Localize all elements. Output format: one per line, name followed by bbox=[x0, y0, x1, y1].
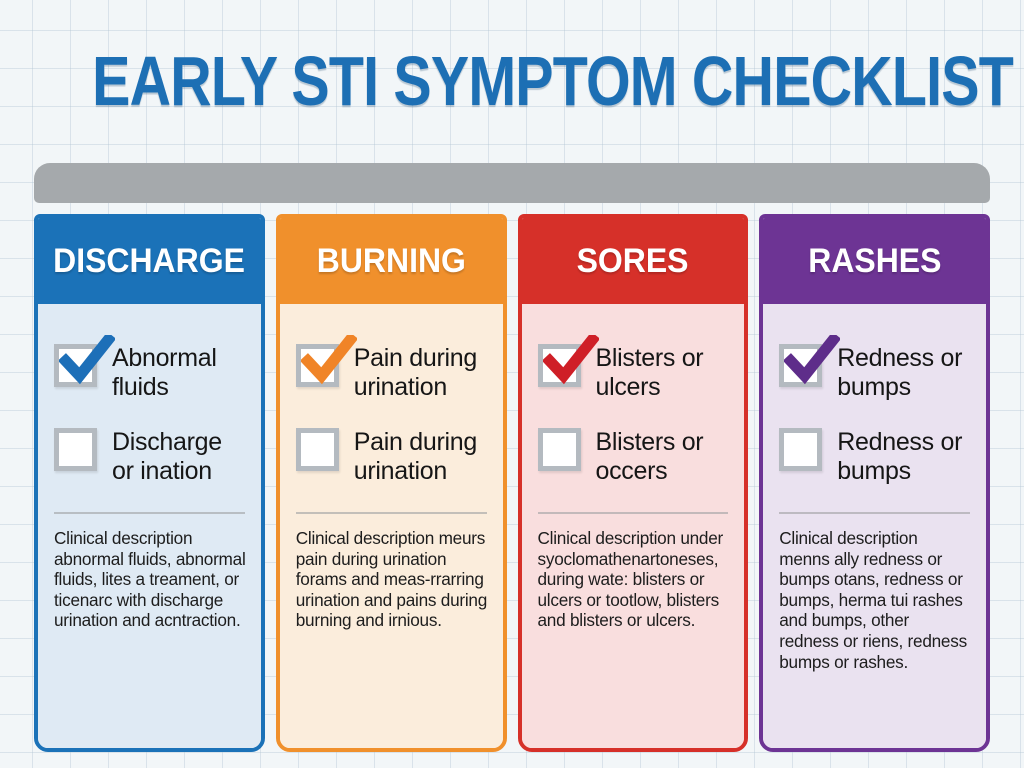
card-body: Pain during urination Pain during urinat… bbox=[279, 304, 503, 748]
checklist-item-label: Redness or bumps bbox=[837, 428, 963, 485]
clinical-description: Clinical description abnormal fluids, ab… bbox=[54, 528, 246, 631]
card-header-sores: SORES bbox=[521, 218, 745, 304]
checkbox-checked-icon[interactable] bbox=[54, 335, 115, 387]
card-body: Redness or bumps Redness or bumps Clinic… bbox=[763, 304, 986, 748]
checklist-item-label: Pain during urination bbox=[353, 428, 477, 485]
checkmark-icon bbox=[542, 335, 599, 385]
card-body: Blisters or ulcers Blisters or occers Cl… bbox=[521, 304, 745, 748]
divider-bar bbox=[34, 163, 990, 203]
card-title: DISCHARGE bbox=[53, 241, 246, 280]
card-divider bbox=[779, 512, 970, 514]
checkmark-icon bbox=[300, 335, 357, 385]
card-body: Abnormal fluids Discharge or ination Cli… bbox=[38, 304, 261, 748]
checkbox-unchecked-icon[interactable] bbox=[537, 428, 581, 471]
checklist-item-label: Redness or bumps bbox=[837, 344, 963, 401]
card-divider bbox=[537, 512, 729, 514]
checklist-item: Discharge or ination bbox=[54, 428, 247, 486]
card-header-rashes: RASHES bbox=[763, 218, 986, 304]
checkbox-checked-icon[interactable] bbox=[537, 335, 599, 387]
checkmark-icon bbox=[784, 335, 841, 385]
checklist-item: Blisters or occers bbox=[537, 428, 731, 486]
checkbox-checked-icon[interactable] bbox=[779, 335, 841, 387]
checkmark-icon bbox=[59, 335, 115, 385]
clinical-description: Clinical description menns ally redness … bbox=[779, 528, 967, 672]
checklist-item: Abnormal fluids bbox=[54, 335, 247, 402]
clinical-description: Clinical description meurs pain during u… bbox=[295, 528, 488, 631]
symptom-cards-row: DISCHARGE Abnormal fluids bbox=[34, 214, 990, 752]
checklist-item: Pain during urination bbox=[295, 428, 489, 486]
symptom-card-sores: SORES Blisters or ulcers bbox=[517, 214, 749, 752]
checklist-item-label: Blisters or occers bbox=[595, 428, 704, 485]
page-title: EARLY STI SYMPTOM CHECKLIST bbox=[92, 42, 1014, 120]
card-divider bbox=[54, 512, 245, 514]
checkbox-unchecked-icon[interactable] bbox=[54, 428, 97, 471]
card-header-burning: BURNING bbox=[279, 218, 503, 304]
card-divider bbox=[295, 512, 487, 514]
clinical-description: Clinical description under syoclomathena… bbox=[537, 528, 724, 631]
card-title: SORES bbox=[576, 241, 689, 280]
checklist-item: Pain during urination bbox=[295, 335, 489, 402]
checklist-item-label: Pain during urination bbox=[353, 344, 477, 401]
checklist-item-label: Discharge or ination bbox=[112, 428, 222, 485]
checkbox-unchecked-icon[interactable] bbox=[779, 428, 823, 471]
checklist-item: Redness or bumps bbox=[779, 428, 972, 486]
checklist-item-label: Abnormal fluids bbox=[112, 344, 217, 401]
symptom-card-discharge: DISCHARGE Abnormal fluids bbox=[34, 214, 265, 752]
card-title: BURNING bbox=[316, 241, 466, 280]
checkbox-checked-icon[interactable] bbox=[295, 335, 357, 387]
checkbox-unchecked-icon[interactable] bbox=[295, 428, 339, 471]
card-header-discharge: DISCHARGE bbox=[38, 218, 261, 304]
checklist-item-label: Blisters or ulcers bbox=[595, 344, 704, 401]
checklist-item: Blisters or ulcers bbox=[537, 335, 731, 402]
card-title: RASHES bbox=[808, 241, 942, 280]
symptom-card-rashes: RASHES Redness or bumps bbox=[759, 214, 990, 752]
symptom-card-burning: BURNING Pain during urination bbox=[275, 214, 507, 752]
checklist-item: Redness or bumps bbox=[779, 335, 972, 402]
